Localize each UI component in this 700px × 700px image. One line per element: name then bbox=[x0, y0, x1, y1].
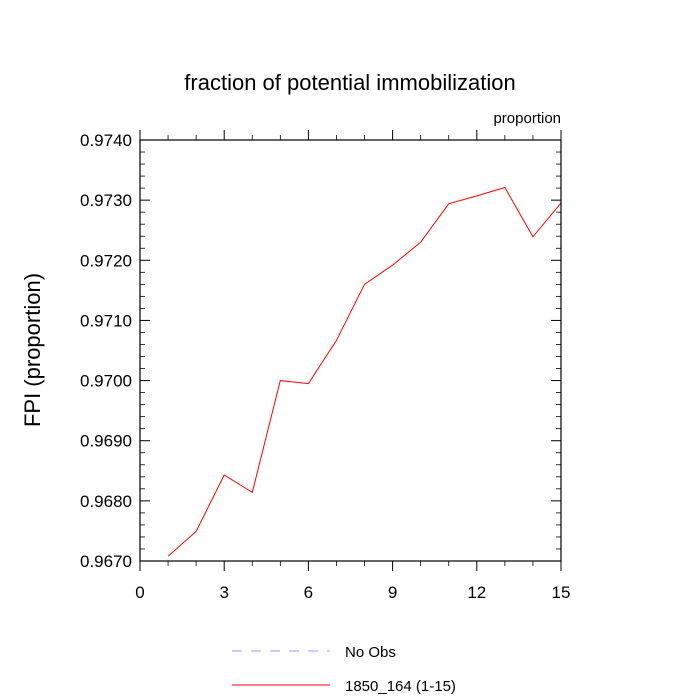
series-layer bbox=[167, 186, 562, 557]
x-tick-label: 6 bbox=[304, 583, 313, 602]
legend: No Obs 1850_164 (1-15) bbox=[232, 644, 456, 695]
y-tick-label: 0.9730 bbox=[80, 191, 132, 210]
chart-title: fraction of potential immobilization bbox=[184, 70, 515, 95]
legend-label-1850-164: 1850_164 (1-15) bbox=[345, 678, 456, 695]
y-axis-label: FPI (proportion) bbox=[20, 273, 45, 427]
x-tick-label: 9 bbox=[388, 583, 397, 602]
x-tick-label: 15 bbox=[552, 583, 571, 602]
y-tick-label: 0.9680 bbox=[80, 492, 132, 511]
y-tick-label: 0.9690 bbox=[80, 432, 132, 451]
major-ticks bbox=[139, 130, 562, 571]
x-tick-label: 3 bbox=[219, 583, 228, 602]
y-tick-label: 0.9720 bbox=[80, 251, 132, 270]
x-tick-label: 0 bbox=[135, 583, 144, 602]
y-tick-label: 0.9740 bbox=[80, 131, 132, 150]
y-tick-labels: 0.9670 0.9680 0.9690 0.9700 0.9710 0.9720 0.97… bbox=[80, 131, 132, 571]
chart-subtitle: proportion bbox=[493, 110, 561, 127]
y-tick-label: 0.9700 bbox=[80, 372, 132, 391]
x-tick-labels: 0 3 6 9 12 15 bbox=[135, 583, 570, 602]
plot-frame bbox=[139, 139, 562, 562]
minor-ticks bbox=[140, 135, 561, 566]
legend-label-no-obs: No Obs bbox=[345, 644, 396, 661]
x-tick-label: 12 bbox=[467, 583, 486, 602]
y-tick-label: 0.9710 bbox=[80, 311, 132, 330]
series-line-1850-164 bbox=[167, 186, 562, 557]
y-tick-label: 0.9670 bbox=[80, 552, 132, 571]
